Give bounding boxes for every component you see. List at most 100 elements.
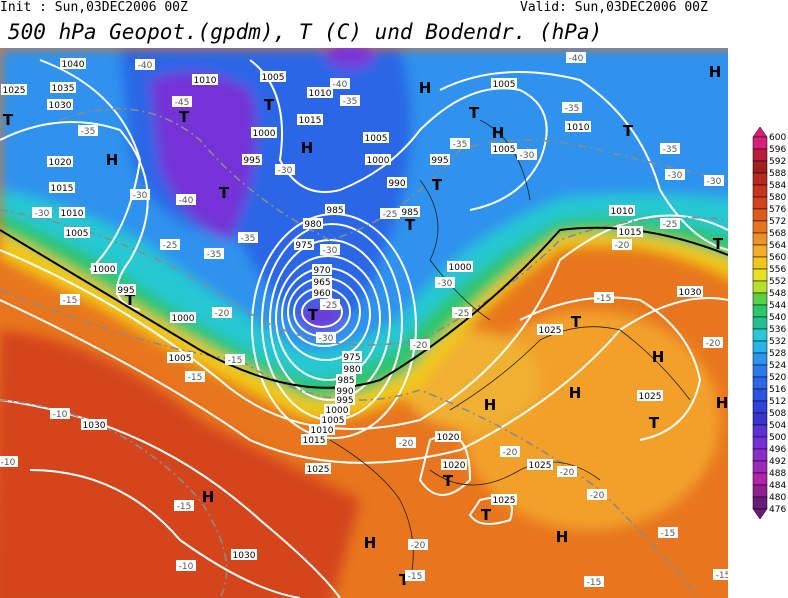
isotherm-label: -15 [587,578,602,588]
colorbar-swatch [752,136,768,150]
colorbar-label: 500 [769,433,786,443]
colorbar-label: 576 [769,205,786,215]
isobar-label-box [50,82,76,93]
colorbar-swatch [752,496,768,510]
isobar-label-box [677,286,703,297]
isobar-label-box [609,205,635,216]
isotherm-label-box [176,560,196,571]
isotherm-label-box [78,125,98,136]
isobar-label-box [400,206,420,217]
colorbar-swatch [752,424,768,438]
isobar-label: 1010 [311,426,334,436]
pressure-center-label: H [419,79,432,97]
colorbar-swatch [752,472,768,486]
colorbar-label: 508 [769,409,786,419]
isobar-label-box [312,287,332,298]
colorbar-label: 588 [769,169,786,179]
isotherm-label: -15 [63,296,78,306]
isobar-label-box [335,394,355,405]
colorbar-swatch [752,448,768,462]
isobar-label-box [297,114,323,125]
colorbar-label: 492 [769,457,786,467]
colorbar-label: 476 [769,505,786,515]
isobar-label: 1005 [66,229,89,239]
colorbar-label: 532 [769,337,786,347]
isotherm-label-box [660,143,680,154]
isotherm-label-box [212,307,232,318]
isobar-label-box [294,239,314,250]
colorbar-label: 504 [769,421,786,431]
isotherm-label-box [60,294,80,305]
pressure-center-label: T [264,96,275,114]
isobar-label: 1010 [61,209,84,219]
isobar-label: 1025 [307,465,330,475]
isotherm-label: -15 [661,529,676,539]
isobar-label: 1005 [169,354,192,364]
colorbar-label: 488 [769,469,786,479]
isotherm-label: -20 [560,468,575,478]
isotherm-label: -45 [175,98,190,108]
isobar-label-box [47,156,73,167]
isotherm-label-box [665,169,685,180]
colorbar-swatch [752,436,768,450]
isobar-label-box [335,385,355,396]
isobar-label: 995 [336,396,353,406]
isobar-label-box [491,78,517,89]
isotherm-label-box [408,539,428,550]
isobar-label-box [64,227,90,238]
isobar-label: 1000 [449,263,472,273]
colorbar-swatch [752,304,768,318]
init-time: Init : Sun,03DEC2006 00Z [0,0,188,15]
isotherm-label: -35 [207,250,222,260]
isotherm-label: -30 [278,166,293,176]
isobar-label: 1000 [367,156,390,166]
pressure-center-label: T [308,306,319,324]
isobar-label: 985 [326,206,343,216]
isobar-label-box [260,71,286,82]
isotherm-label-box [517,149,537,160]
isotherm-label: -35 [241,234,256,244]
isotherm-label-box [562,102,582,113]
isobar-label-box [231,549,257,560]
isobar-label: 960 [313,289,330,299]
isotherm-label: -30 [438,279,453,289]
isotherm-label-box [405,570,425,581]
isotherm-label: -40 [333,80,348,90]
isotherm-label-box [380,208,400,219]
pressure-center-label: T [432,176,443,194]
colorbar-swatch [752,244,768,258]
isotherm-label: -30 [668,171,683,181]
isobar-label: 1025 [3,86,26,96]
isobar-label: 1030 [679,288,702,298]
isotherm-label: -25 [663,220,678,230]
colorbar-swatch [752,316,768,330]
isobar-label: 1025 [493,496,516,506]
isotherm-label: -25 [383,210,398,220]
valid-time: Valid: Sun,03DEC2006 00Z [520,0,708,15]
isobar-label-box [167,352,193,363]
colorbar-swatch [752,352,768,366]
colorbar-label: 516 [769,385,786,395]
pressure-center-label: H [364,534,377,552]
isotherm-label-box [658,527,678,538]
isobar-label: 1035 [52,84,75,94]
pressure-center-label: T [399,571,410,589]
isotherm-label-box [320,244,340,255]
colorbar-label: 584 [769,181,786,191]
colorbar-label: 496 [769,445,786,455]
isobar-label: 1030 [233,551,256,561]
colorbar-swatch [752,184,768,198]
colorbar-label: 600 [769,133,786,143]
colorbar-label: 528 [769,349,786,359]
isobar-label-box [251,127,277,138]
isobar-label-box [617,226,643,237]
isobar-label: 1025 [529,461,552,471]
isobar-label: 1020 [49,158,72,168]
colorbar-swatch [752,292,768,306]
pressure-center-label: H [106,151,119,169]
isobar-label: 985 [337,376,354,386]
isobar-label: 985 [401,208,418,218]
isotherm-label: -30 [707,177,722,187]
isobar-label-box [447,261,473,272]
